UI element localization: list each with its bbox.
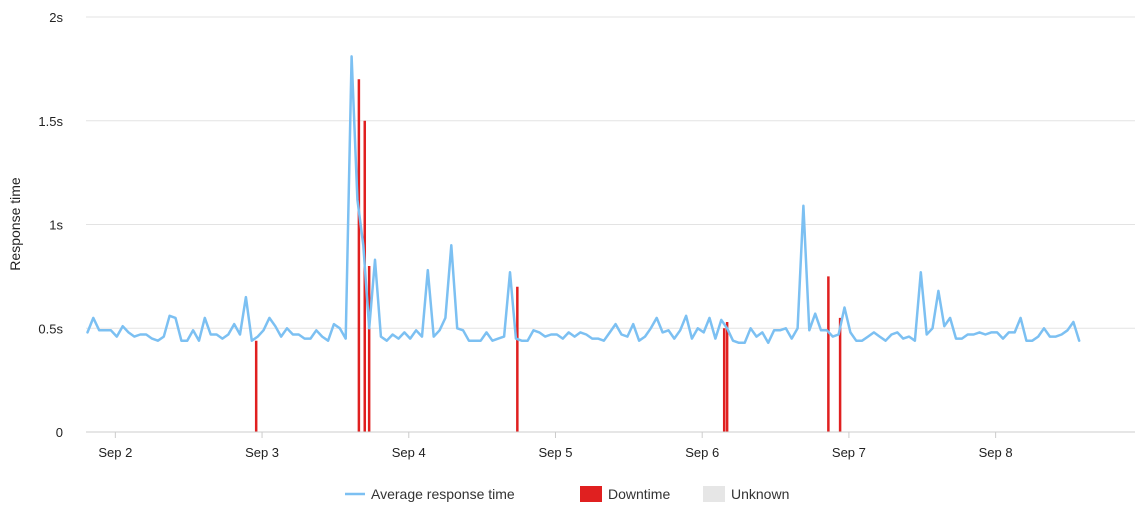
legend-swatch-unknown xyxy=(703,486,725,502)
x-tick-label: Sep 7 xyxy=(832,445,866,460)
x-tick-label: Sep 3 xyxy=(245,445,279,460)
y-tick-label: 0.5s xyxy=(38,321,63,336)
y-axis-label: Response time xyxy=(7,177,23,271)
legend-label-downtime[interactable]: Downtime xyxy=(608,486,670,502)
legend-label-average-response-time[interactable]: Average response time xyxy=(371,486,515,502)
legend-swatch-downtime xyxy=(580,486,602,502)
y-tick-label: 2s xyxy=(49,10,63,25)
y-tick-label: 1s xyxy=(49,218,63,233)
x-tick-label: Sep 6 xyxy=(685,445,719,460)
legend: Average response time Downtime Unknown xyxy=(345,486,789,502)
legend-label-unknown[interactable]: Unknown xyxy=(731,486,789,502)
series-lines xyxy=(86,55,1081,345)
y-axis-ticks: 0 0.5s 1s 1.5s 2s xyxy=(38,10,63,440)
x-tick-label: Sep 5 xyxy=(538,445,572,460)
average-response-time-line xyxy=(86,55,1081,345)
grid-lines xyxy=(86,16,1135,329)
x-tick-label: Sep 8 xyxy=(979,445,1013,460)
x-tick-label: Sep 4 xyxy=(392,445,426,460)
downtime-bars xyxy=(254,79,842,432)
y-tick-label: 1.5s xyxy=(38,114,63,129)
x-axis-ticks: Sep 2 Sep 3 Sep 4 Sep 5 Sep 6 Sep 7 Sep 8 xyxy=(98,432,1013,460)
y-tick-label: 0 xyxy=(56,425,63,440)
x-tick-label: Sep 2 xyxy=(98,445,132,460)
